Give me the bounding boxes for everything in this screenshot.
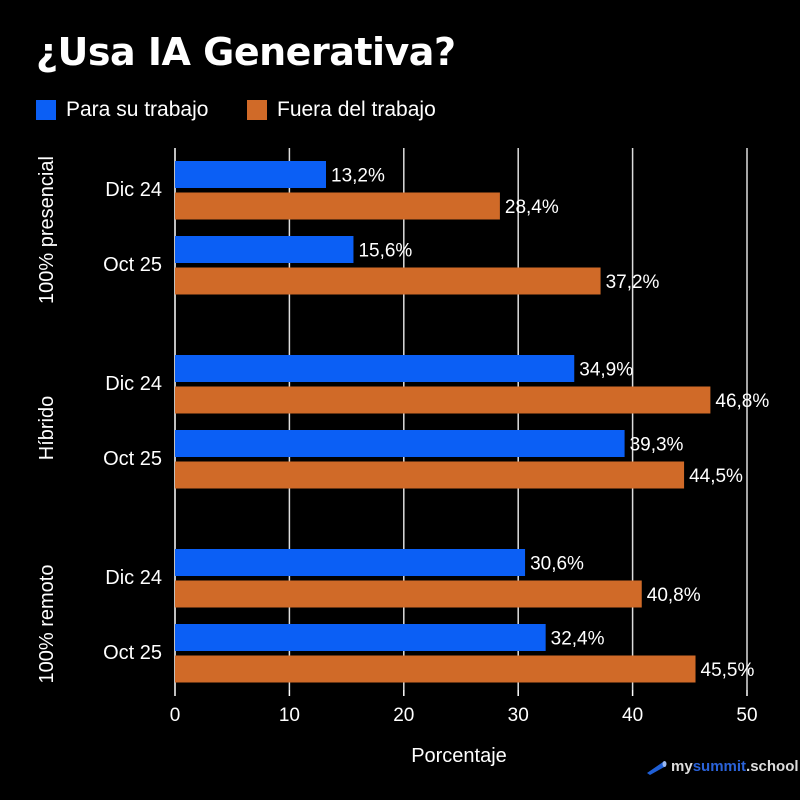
x-tick-label: 50	[736, 705, 757, 726]
bar-fuera	[175, 580, 642, 608]
data-label: 34,9%	[579, 360, 633, 381]
data-label: 32,4%	[551, 629, 605, 650]
bar-fuera	[175, 461, 685, 489]
bar-para	[175, 624, 546, 651]
legend-item-fuera-del-trabajo: Fuera del trabajo	[247, 98, 436, 122]
x-tick-label: 10	[279, 705, 300, 726]
group-label: 100% presencial	[36, 156, 58, 304]
bar-para	[175, 236, 354, 263]
data-label: 44,5%	[689, 466, 743, 487]
chart-title: ¿Usa IA Generativa?	[36, 30, 456, 74]
data-label: 13,2%	[331, 166, 385, 187]
legend-swatch-blue	[36, 100, 56, 120]
category-label: Dic 24	[105, 179, 162, 201]
category-label: Dic 24	[105, 373, 162, 395]
bar-para	[175, 549, 526, 576]
category-label: Oct 25	[103, 642, 162, 664]
bar-fuera	[175, 386, 711, 414]
legend-label: Fuera del trabajo	[277, 98, 436, 121]
category-label: Dic 24	[105, 567, 162, 589]
x-tick-label: 40	[622, 705, 643, 726]
data-label: 30,6%	[530, 554, 584, 575]
category-label: Oct 25	[103, 254, 162, 276]
data-label: 45,5%	[701, 660, 755, 681]
legend-swatch-orange	[247, 100, 267, 120]
x-tick-label: 30	[508, 705, 529, 726]
legend-item-para-su-trabajo: Para su trabajo	[36, 98, 208, 122]
group-label: Híbrido	[36, 396, 58, 460]
x-tick-label: 20	[393, 705, 414, 726]
bar-fuera	[175, 267, 601, 295]
legend-label: Para su trabajo	[66, 98, 209, 121]
data-label: 46,8%	[715, 391, 769, 412]
x-tick-label: 0	[170, 705, 181, 726]
bar-para	[175, 430, 625, 457]
data-label: 39,3%	[630, 435, 684, 456]
bar-para	[175, 355, 575, 382]
watermark-logo: my summit .school	[645, 758, 799, 775]
data-label: 15,6%	[358, 241, 412, 262]
data-label: 37,2%	[606, 272, 660, 293]
data-label: 28,4%	[505, 197, 559, 218]
group-label: 100% remoto	[36, 565, 58, 684]
x-axis-label: Porcentaje	[411, 745, 507, 767]
bar-fuera	[175, 192, 500, 220]
data-label: 40,8%	[647, 585, 701, 606]
telescope-icon	[647, 760, 667, 775]
bar-fuera	[175, 655, 696, 683]
category-label: Oct 25	[103, 448, 162, 470]
bar-para	[175, 161, 327, 188]
